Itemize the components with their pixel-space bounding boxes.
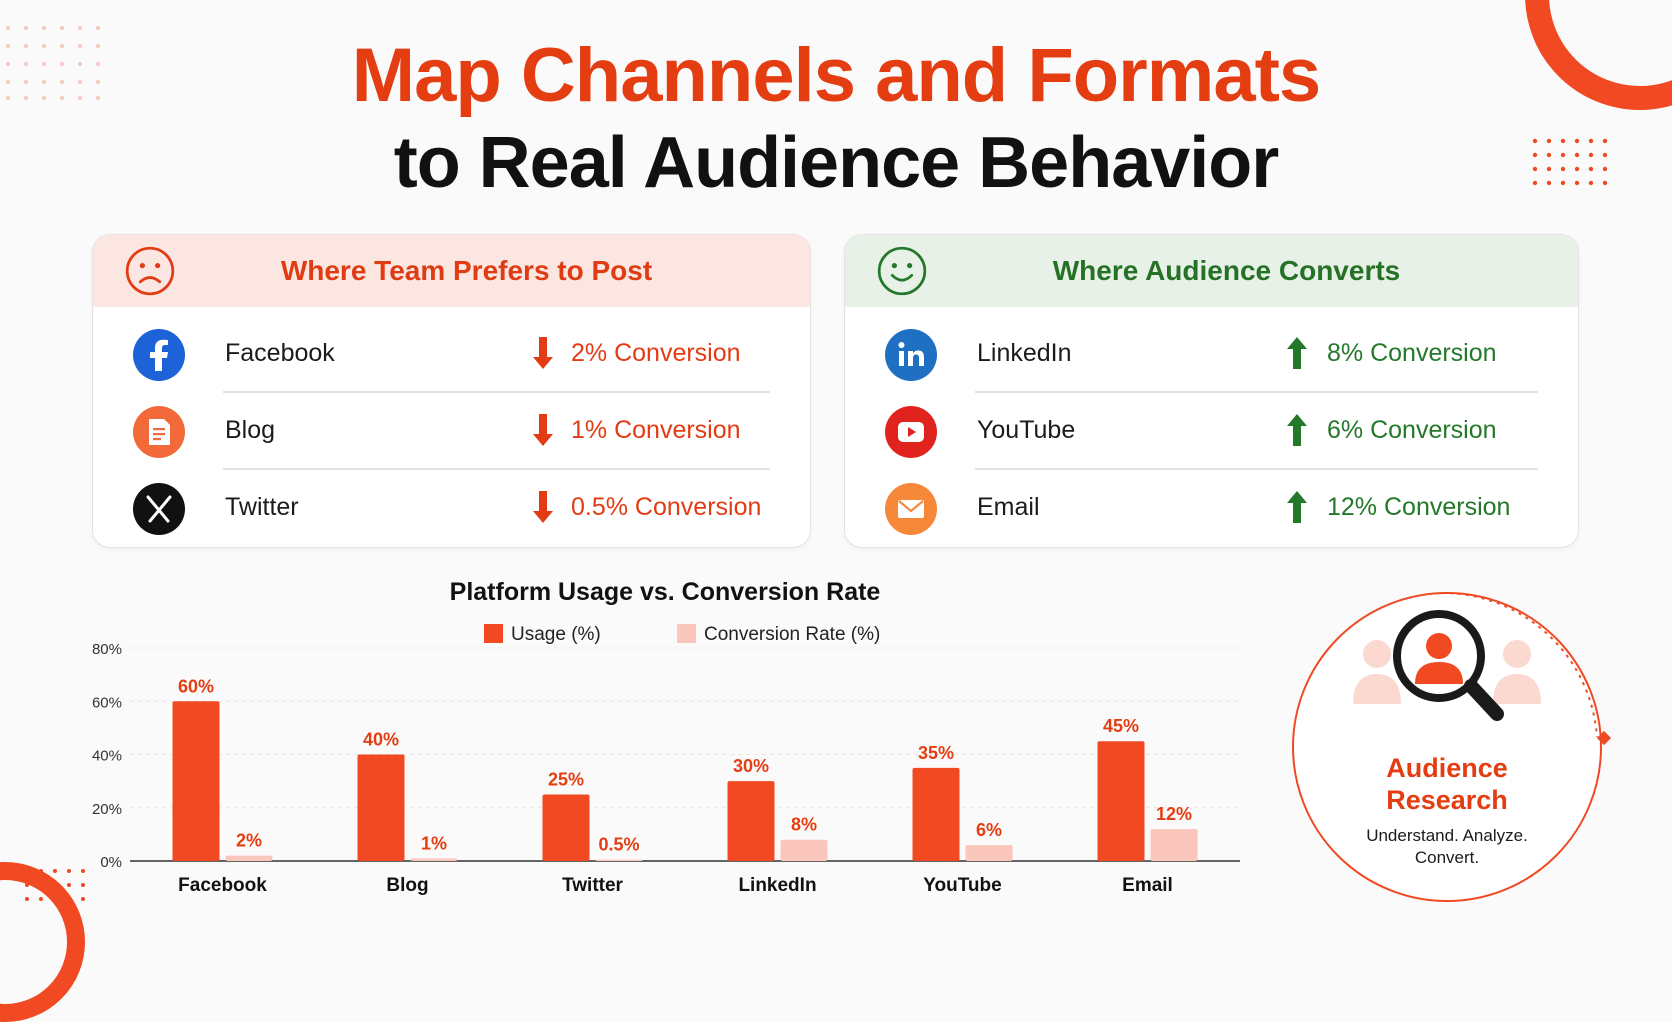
- y-tick-label: 20%: [92, 801, 122, 818]
- audience-title-line2: Research: [1386, 785, 1508, 815]
- arrow-up-icon: [1287, 491, 1307, 523]
- data-label: 8%: [791, 815, 817, 835]
- bar-conversion: [780, 839, 828, 861]
- x-tick-label: Blog: [386, 875, 428, 896]
- email-icon: [885, 483, 937, 535]
- data-label: 45%: [1103, 716, 1139, 736]
- bar-conversion: [965, 845, 1013, 861]
- bar-usage: [1097, 741, 1145, 861]
- audience-row-youtube: YouTube 6% Conversion: [845, 392, 1578, 470]
- team-panel-header: Where Team Prefers to Post: [93, 235, 810, 307]
- bar-usage: [542, 794, 590, 861]
- x-tick-label: Facebook: [178, 875, 267, 896]
- happy-face-icon: [877, 246, 927, 296]
- data-label: 40%: [363, 730, 399, 750]
- arrow-up-icon: [1287, 414, 1307, 446]
- row-divider: [975, 391, 1538, 393]
- arrow-up-icon: [1287, 337, 1307, 369]
- platform-name: YouTube: [977, 416, 1076, 444]
- blog-icon: [133, 406, 185, 458]
- audience-panel-header: Where Audience Converts: [845, 235, 1578, 307]
- y-tick-label: 60%: [92, 694, 122, 711]
- badge-decoration: [1441, 592, 1612, 746]
- x-tick-label: Twitter: [562, 875, 623, 896]
- bar-usage: [727, 781, 775, 861]
- bar-chart: 0% 20% 40% 60% 80% 60% 2% Facebook 40% 1% Blog 25% 0…: [92, 641, 1240, 896]
- legend-usage: Usage (%): [484, 624, 601, 650]
- data-label: 1%: [421, 833, 447, 853]
- row-divider: [975, 468, 1538, 470]
- bar-conversion: [595, 859, 643, 861]
- arrow-down-icon: [533, 414, 553, 446]
- team-row-blog: Blog 1% Conversion: [93, 392, 810, 470]
- audience-row-linkedin: LinkedIn 8% Conversion: [845, 315, 1578, 393]
- platform-name: Twitter: [225, 493, 299, 521]
- magnifier-user-icon: [1353, 610, 1541, 721]
- y-tick-label: 0%: [100, 854, 122, 871]
- legend-label-usage: Usage (%): [511, 624, 601, 645]
- audience-title-line1: Audience: [1386, 753, 1508, 783]
- chart-title: Platform Usage vs. Conversion Rate: [449, 578, 881, 606]
- dot-pattern-bottom-left: [25, 869, 85, 901]
- platform-name: Email: [977, 493, 1040, 521]
- platform-name: Blog: [225, 416, 276, 444]
- audience-row-email: Email 12% Conversion: [845, 469, 1578, 547]
- youtube-icon: [885, 406, 937, 458]
- bar-usage: [357, 754, 405, 861]
- audience-conversion-panel: Where Audience Converts LinkedIn 8% Conv…: [844, 234, 1579, 548]
- bar-usage: [912, 767, 960, 861]
- bar-conversion: [1150, 829, 1198, 861]
- page-title-line1: Map Channels and Formats: [351, 33, 1321, 118]
- data-label: 60%: [178, 676, 214, 696]
- data-label: 0.5%: [598, 835, 639, 855]
- facebook-icon: [133, 329, 185, 381]
- row-divider: [223, 468, 770, 470]
- conversion-value: 2% Conversion: [571, 339, 741, 367]
- linkedin-icon: [885, 329, 937, 381]
- team-row-facebook: Facebook 2% Conversion: [93, 315, 810, 393]
- platform-name: LinkedIn: [977, 339, 1072, 367]
- audience-research-title: Audience Research: [1292, 752, 1602, 816]
- legend-label-conversion: Conversion Rate (%): [704, 624, 881, 645]
- y-tick-label: 40%: [92, 748, 122, 765]
- team-row-twitter: Twitter 0.5% Conversion: [93, 469, 810, 547]
- conversion-value: 8% Conversion: [1327, 339, 1497, 367]
- x-tick-label: Email: [1122, 875, 1173, 896]
- audience-research-subtitle: Understand. Analyze. Convert.: [1292, 825, 1602, 869]
- data-label: 25%: [548, 769, 584, 789]
- platform-name: Facebook: [225, 339, 335, 367]
- audience-panel-title: Where Audience Converts: [1052, 255, 1401, 286]
- bar-conversion: [225, 855, 273, 861]
- team-preference-panel: Where Team Prefers to Post Facebook 2% C…: [92, 234, 811, 548]
- conversion-value: 1% Conversion: [571, 416, 741, 444]
- legend-conversion: Conversion Rate (%): [677, 624, 880, 650]
- data-label: 2%: [236, 831, 262, 851]
- dot-pattern-top-left: [6, 26, 100, 100]
- conversion-value: 6% Conversion: [1327, 416, 1497, 444]
- dot-pattern-top-right: [1532, 138, 1608, 186]
- data-label: 35%: [918, 743, 954, 763]
- audience-subtitle-line1: Understand. Analyze.: [1366, 826, 1528, 845]
- row-divider: [223, 391, 770, 393]
- x-tick-label: LinkedIn: [738, 875, 816, 896]
- sad-face-icon: [125, 246, 175, 296]
- y-tick-label: 80%: [92, 641, 122, 658]
- data-label: 12%: [1156, 804, 1192, 824]
- data-label: 6%: [976, 820, 1002, 840]
- arrow-down-icon: [533, 337, 553, 369]
- team-panel-title: Where Team Prefers to Post: [280, 255, 653, 286]
- x-tick-label: YouTube: [923, 875, 1001, 896]
- x-twitter-icon: [133, 483, 185, 535]
- bar-conversion: [410, 858, 458, 861]
- page-title-line2: to Real Audience Behavior: [393, 123, 1280, 203]
- legend-swatch-usage: [484, 624, 503, 643]
- legend-swatch-conversion: [677, 624, 696, 643]
- bar-usage: [172, 701, 220, 861]
- data-label: 30%: [733, 756, 769, 776]
- conversion-value: 0.5% Conversion: [571, 493, 762, 521]
- arrow-down-icon: [533, 491, 553, 523]
- conversion-value: 12% Conversion: [1327, 493, 1511, 521]
- audience-subtitle-line2: Convert.: [1414, 848, 1480, 867]
